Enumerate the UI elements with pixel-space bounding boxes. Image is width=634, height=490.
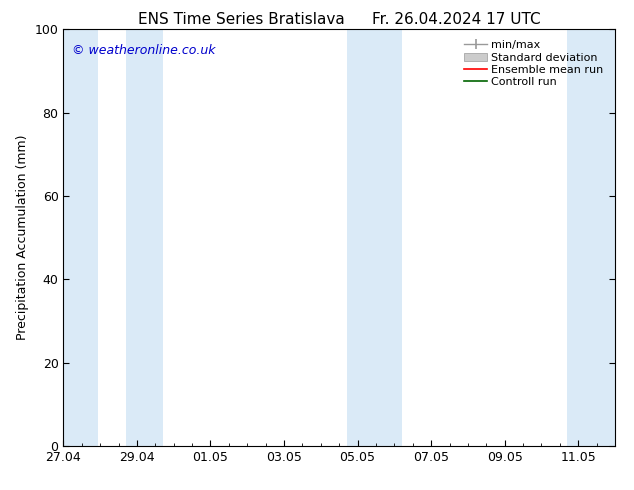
Y-axis label: Precipitation Accumulation (mm): Precipitation Accumulation (mm) — [16, 135, 29, 341]
Bar — [347, 29, 402, 446]
Legend: min/max, Standard deviation, Ensemble mean run, Controll run: min/max, Standard deviation, Ensemble me… — [461, 37, 607, 91]
Bar — [126, 29, 163, 446]
Text: ENS Time Series Bratislava: ENS Time Series Bratislava — [138, 12, 344, 27]
Text: Fr. 26.04.2024 17 UTC: Fr. 26.04.2024 17 UTC — [372, 12, 541, 27]
Text: © weatheronline.co.uk: © weatheronline.co.uk — [72, 44, 215, 57]
Bar — [567, 29, 617, 446]
Bar — [61, 29, 98, 446]
